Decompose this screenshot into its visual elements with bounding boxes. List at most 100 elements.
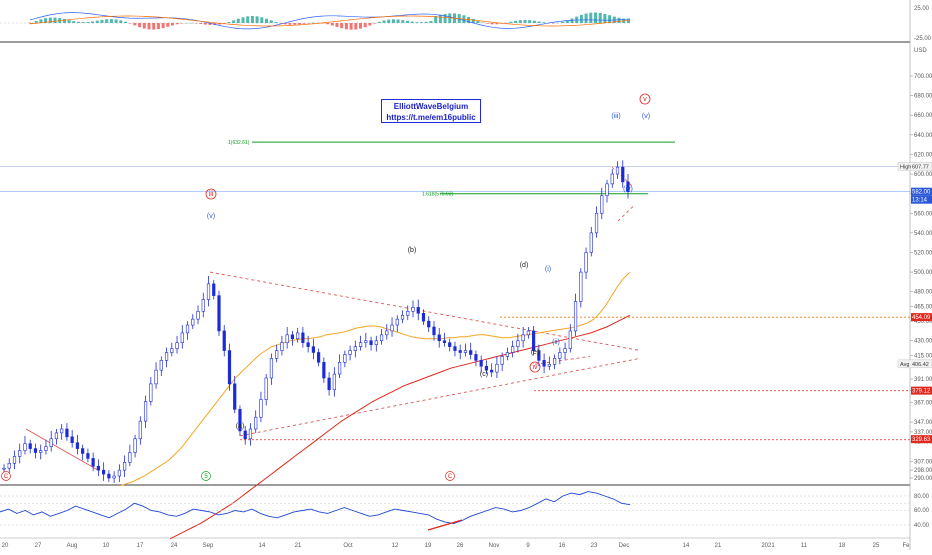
histogram-bar: [128, 23, 132, 24]
price-axis[interactable]: 700.00680.00660.00640.00620.00600.00580.…: [897, 6, 932, 529]
wave-label: (c): [480, 371, 488, 378]
histogram-bar: [518, 20, 522, 23]
price-candle-body: [269, 358, 274, 379]
time-tick-label: Aug: [67, 543, 78, 549]
price-tick-label: 465.00: [914, 304, 932, 310]
cycle-label: C: [448, 474, 453, 480]
histogram-bar: [354, 23, 358, 30]
price-candle-body: [469, 350, 473, 355]
histogram-bar: [30, 23, 33, 24]
histogram-bar: [302, 23, 306, 24]
price-candle-body: [390, 324, 394, 332]
price-candle-body: [547, 363, 551, 367]
price-candle-body: [170, 348, 174, 353]
price-candle-body: [180, 332, 184, 343]
wave-label: iii: [209, 191, 214, 198]
wave-label: (a): [236, 423, 245, 430]
histogram-tick-label: 25.00: [914, 6, 930, 12]
price-candle-body: [65, 428, 69, 438]
histogram-bar: [124, 21, 127, 23]
time-tick-label: Dec: [619, 543, 630, 549]
time-tick-label: 11: [801, 543, 808, 549]
time-tick-label: 21: [715, 543, 722, 549]
histogram-bar: [203, 23, 207, 25]
histogram-bar: [279, 23, 283, 24]
time-tick-label: 14: [683, 543, 690, 549]
price-tag-bg: [911, 313, 932, 322]
histogram-bar: [608, 15, 612, 23]
wave-label: (iv): [623, 186, 633, 193]
price-tick-label: 290.00: [914, 476, 932, 482]
histogram-bar: [95, 20, 99, 23]
rsi-line: [0, 491, 631, 524]
price-candle-body: [348, 350, 352, 355]
histogram-bar: [495, 23, 499, 25]
cycle-label: C: [4, 474, 9, 480]
histogram-bar: [227, 22, 231, 23]
time-tick-label: 16: [559, 543, 566, 549]
histogram-bar: [438, 14, 442, 23]
histogram-bar: [283, 23, 287, 25]
histogram-bar: [109, 19, 113, 23]
price-candle-body: [18, 450, 22, 457]
histogram-bar: [180, 23, 184, 24]
price-candle-body: [107, 473, 111, 479]
histogram-bar: [344, 23, 348, 30]
price-tick-label: 700.00: [914, 74, 932, 80]
price-candle-body: [75, 442, 80, 449]
price-candle-body: [159, 360, 163, 371]
price-candle-body: [416, 307, 420, 314]
price-candle-body: [474, 354, 478, 361]
histogram-bar: [175, 23, 179, 25]
time-tick-label: 9: [526, 543, 530, 549]
histogram-bar: [86, 21, 90, 23]
histogram-bar: [561, 21, 565, 23]
rsi-tick-label: 40.00: [914, 523, 930, 529]
histogram-bar: [532, 20, 536, 23]
price-candle-body: [479, 360, 483, 367]
price-candle-body: [264, 377, 268, 400]
time-tick-label: 25: [873, 543, 880, 549]
histogram-bar: [293, 23, 297, 25]
brand-link[interactable]: https://t.me/em16public: [386, 113, 476, 122]
histogram-bar: [476, 20, 480, 23]
price-tick-label: 337.00: [914, 430, 932, 436]
time-tick-label: 19: [425, 543, 432, 549]
price-candle-body: [332, 373, 336, 391]
time-tick-label: 12: [392, 543, 399, 549]
price-candle-body: [254, 416, 258, 430]
time-tick-label: Fe: [902, 543, 910, 549]
histogram-bar: [297, 23, 301, 25]
price-candle-body: [369, 340, 373, 345]
price-candle-body: [317, 352, 321, 363]
price-tick-label: 391.00: [914, 377, 932, 383]
histogram-bar: [579, 14, 583, 23]
time-tick-label: 26: [457, 543, 464, 549]
price-candle-body: [44, 446, 48, 451]
price-candle-body: [505, 352, 509, 357]
histogram-bar: [326, 23, 330, 25]
histogram-bar: [185, 22, 189, 24]
price-candles: [2, 160, 630, 483]
wave-label: v: [643, 96, 647, 103]
price-candle-body: [542, 360, 546, 367]
wedge-lower: [617, 205, 635, 222]
price-tick-label: 480.00: [914, 290, 932, 296]
price-candle-body: [154, 369, 158, 385]
price-candle-body: [458, 350, 462, 353]
price-candle-body: [7, 462, 11, 469]
price-tick-label: 620.00: [914, 152, 932, 158]
time-tick-label: 20: [2, 543, 9, 549]
panel-dividers: [0, 0, 911, 550]
price-candle-body: [484, 365, 489, 371]
histogram-bar: [72, 21, 76, 23]
price-tick-label: 500.00: [914, 270, 932, 276]
price-candle-body: [500, 356, 504, 365]
histogram-bar: [396, 19, 400, 23]
time-axis[interactable]: 20 27 Aug 10 17 24 Sep 14 21 Oct 12 19 26 Nov 9 16 23 Dec…: [2, 543, 911, 549]
price-candle-body: [364, 340, 368, 343]
cycle-label-circle: [201, 471, 211, 481]
price-candle-body: [191, 318, 195, 326]
